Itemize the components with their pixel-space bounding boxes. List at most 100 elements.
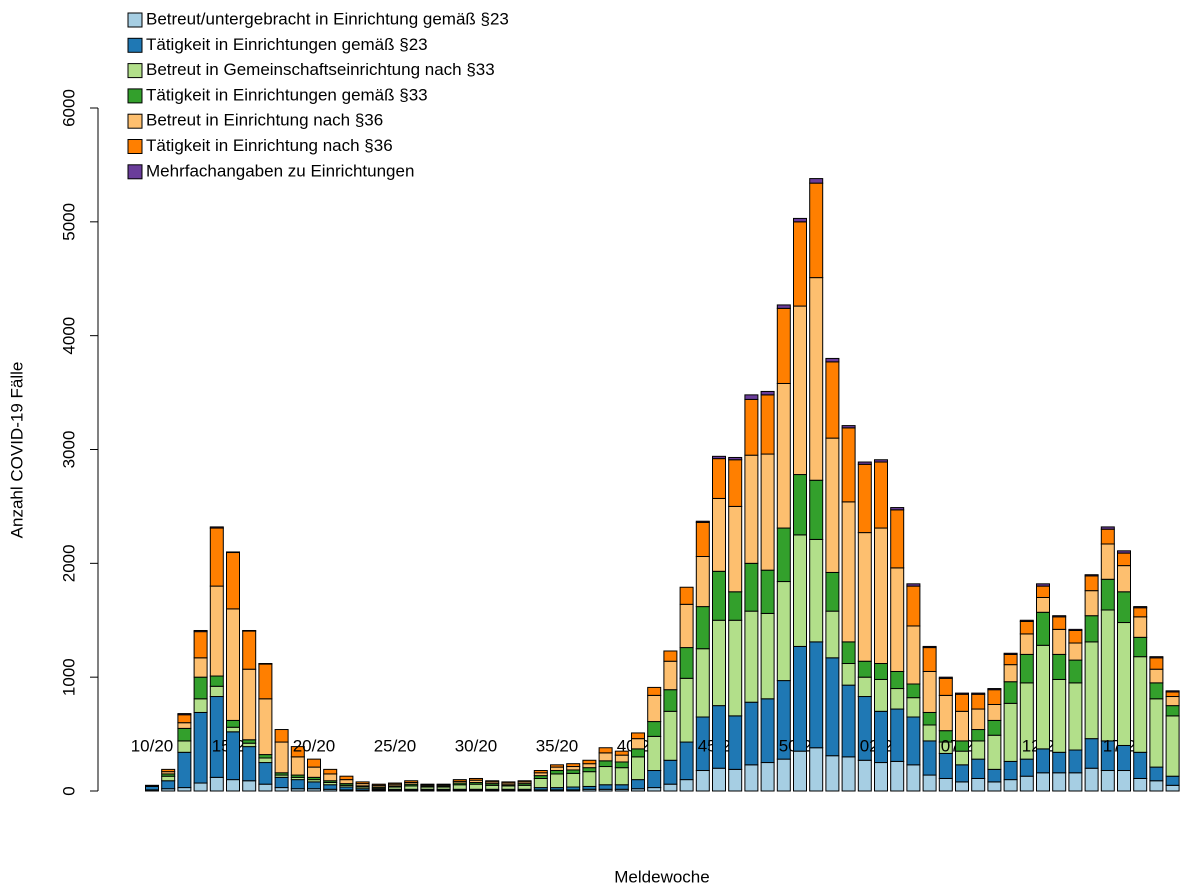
bar-segment [987,768,1002,783]
bar-segment [242,739,257,744]
legend-label: Mehrfachangaben zu Einrichtungen [146,161,414,180]
bar-segment [145,784,159,787]
legend-label: Betreut/untergebracht in Einrichtung gem… [146,9,509,28]
bar-segment [582,767,597,773]
bar-segment [647,686,662,696]
bar-segment [404,780,419,783]
bar-segment [550,770,564,775]
bar-segment [242,630,257,670]
bar-segment [857,676,872,698]
bar-segment [614,750,629,756]
bar-segment [1003,760,1018,781]
bar-segment [825,437,840,573]
bar-segment [1019,758,1034,777]
bar-segment [695,648,710,718]
bar-segment [1068,628,1083,631]
bar-segment [987,703,1002,721]
bar-segment [841,427,856,503]
bar-segment [161,775,176,782]
bar-segment [598,752,613,762]
bar-segment [776,758,791,792]
bar-segment [274,729,289,743]
bar-segment [728,619,743,717]
bar-segment [857,759,872,792]
bar-segment [1165,715,1180,777]
bar-segment [987,781,1002,792]
bar-segment [1117,591,1131,624]
bar-segment [485,780,500,783]
bar-segment [647,721,662,737]
bar-segment [922,740,937,776]
bar-segment [809,538,824,643]
y-tick-label: 3000 [59,431,78,469]
bar-segment [938,694,953,732]
bar-segment [1149,698,1164,768]
bar-segment [663,710,678,761]
x-tick-label: 10/20 [131,736,174,755]
legend-label: Betreut in Gemeinschaftseinrichtung nach… [146,60,495,79]
bar-segment [1133,636,1148,658]
bar-segment [1068,682,1083,751]
bar-segment [550,766,564,772]
bar-segment [193,698,208,713]
bar-segment [1052,772,1067,792]
bar-segment [242,780,257,792]
bar-segment [1149,668,1164,684]
bar-segment [469,783,483,790]
bar-segment [209,675,224,687]
bar-segment [760,390,775,396]
bar-segment [1084,641,1099,740]
bar-segment [1149,766,1164,782]
bar-segment [776,307,791,384]
bar-segment [582,763,597,769]
bar-segment [874,461,888,529]
bar-segment [501,781,516,784]
bar-segment [890,708,905,762]
bar-segment [242,742,257,748]
bar-segment [825,610,840,659]
bar-segment [776,304,791,309]
bar-segment [631,732,645,740]
bar-segment [274,787,289,792]
bar-segment [1003,681,1018,704]
bar-segment [1036,772,1050,792]
bar-segment [1133,751,1148,779]
bar-segment [744,454,759,564]
bar-segment [874,663,888,680]
x-tick-label: 25/20 [374,736,417,755]
legend-swatch [127,113,143,129]
bar-segment [793,474,807,536]
bar-segment [145,785,159,791]
bar-segment [679,677,694,743]
bar-segment [1052,653,1067,680]
bar-segment [1084,615,1099,643]
bar-segment [533,770,548,774]
bar-segment [1036,748,1050,774]
bar-segment [1036,611,1050,646]
x-tick-label: 20/20 [293,736,336,755]
bar-segment [938,677,953,696]
bar-segment [501,785,516,790]
bar-segment [793,305,807,476]
bar-segment [647,694,662,723]
bar-segment [323,768,338,775]
y-tick-label: 5000 [59,203,78,241]
bar-segment [1100,609,1115,742]
bar-segment [809,641,824,749]
bar-segment [193,629,208,633]
bar-segment [874,762,888,792]
bar-segment [1165,705,1180,717]
bar-segment [517,784,532,790]
bar-segment [614,754,629,763]
bar-segment [728,505,743,593]
bar-segment [938,777,953,792]
bar-segment [388,782,402,785]
bar-segment [1100,578,1115,611]
bar-segment [971,708,986,731]
bar-segment [874,678,888,712]
bar-segment [598,784,613,790]
bar-segment [1019,653,1034,684]
bar-segment [1003,702,1018,762]
bar-segment [744,610,759,703]
bar-segment [955,781,969,792]
